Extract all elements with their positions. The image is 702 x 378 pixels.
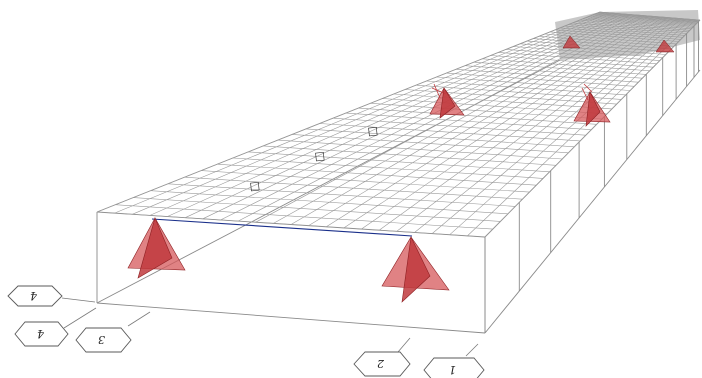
axis-tag-4-upper[interactable]: 4 [7, 285, 96, 307]
grid-line [431, 18, 687, 234]
vertical-posts [484, 21, 699, 333]
axis-tag-3[interactable]: 3 [75, 311, 151, 353]
grid-line [114, 12, 605, 214]
axis-tag-label: 4 [37, 327, 45, 340]
support-beam [151, 218, 413, 237]
grid-line [237, 14, 637, 222]
grid-line [599, 11, 701, 21]
grid-line [149, 12, 614, 216]
deck-mark: □ [249, 179, 261, 193]
support-far-right[interactable] [655, 39, 675, 53]
deck-mark: □ [367, 124, 379, 138]
grid-line [484, 19, 701, 238]
support-far-left[interactable] [562, 35, 581, 49]
support-mid-left[interactable] [429, 83, 465, 119]
deck-grid [96, 11, 701, 238]
axis-tag-label: 4 [30, 289, 38, 302]
grid-line [414, 18, 682, 233]
grid-line [255, 15, 642, 223]
grid-line [96, 11, 601, 213]
axis-tag-1[interactable]: 1 [423, 343, 485, 378]
grid-line [202, 13, 628, 220]
axis-tag-label: 3 [98, 333, 105, 346]
grid-line [273, 15, 646, 224]
grid-line [396, 17, 678, 232]
support-front-right[interactable] [381, 235, 450, 303]
grid-line [343, 16, 664, 229]
support-front-left[interactable]: pyramid-support-icon [127, 217, 186, 279]
grid-line [467, 19, 696, 237]
support-mid-right[interactable] [573, 83, 611, 127]
deck-marks: □ □ □ [249, 124, 379, 193]
grid-line [167, 13, 619, 217]
axis-tag-label: 2 [377, 357, 385, 370]
grid-line [379, 17, 673, 231]
grid-line [308, 16, 655, 226]
grid-line [290, 15, 651, 225]
grid-line [361, 17, 669, 230]
grid-line [326, 16, 660, 228]
axis-tag-label: 1 [449, 363, 456, 376]
deck-mark: □ [314, 149, 326, 163]
grid-line [220, 14, 632, 221]
grid-line [185, 13, 623, 218]
grid-line [132, 12, 610, 215]
axis-tag-2[interactable]: 2 [353, 337, 411, 377]
axis-tag-4-lower[interactable]: 4 [14, 307, 97, 347]
grid-line [449, 19, 692, 235]
